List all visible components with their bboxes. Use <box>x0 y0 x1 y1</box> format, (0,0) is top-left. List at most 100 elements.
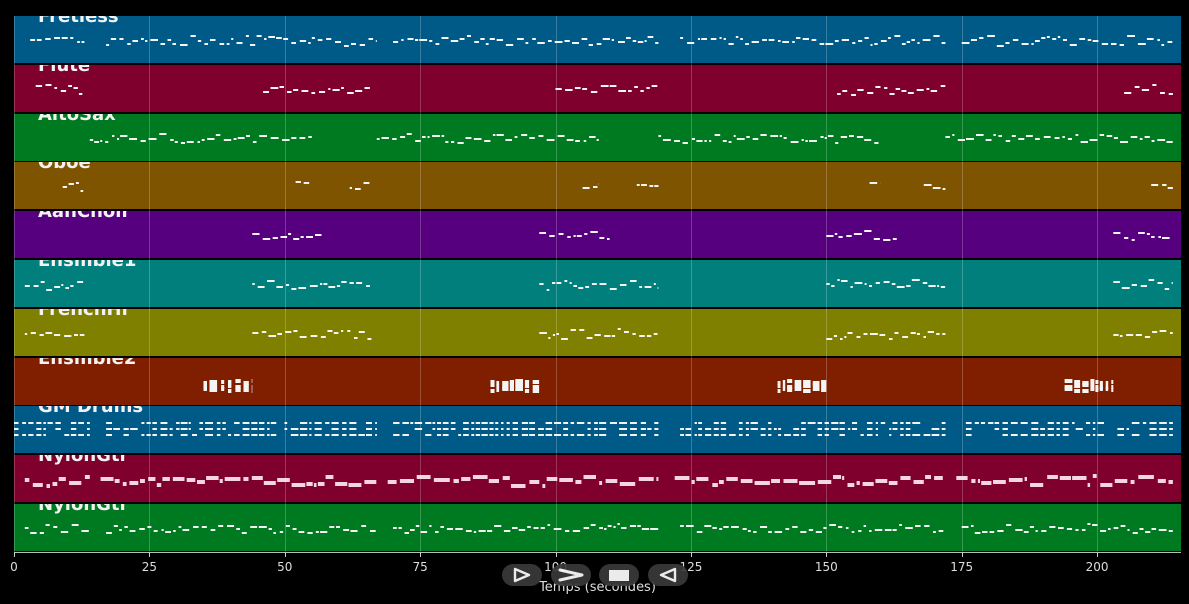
note-mark <box>250 44 256 46</box>
note-marks <box>14 422 1173 437</box>
note-mark <box>139 528 145 530</box>
note-mark <box>1080 140 1088 143</box>
note-mark <box>165 531 171 533</box>
note-mark <box>1152 83 1157 86</box>
note-mark <box>581 38 588 40</box>
note-mark <box>463 434 469 437</box>
note-mark <box>750 428 758 431</box>
track-lane-nylongtr-2: NylonGtr <box>14 504 1181 551</box>
play-button[interactable] <box>502 564 542 586</box>
note-mark <box>1137 43 1146 45</box>
note-mark <box>572 530 581 532</box>
note-mark <box>1056 434 1060 437</box>
note-mark <box>14 422 19 425</box>
track-lane-frenchhr: FrenchHr <box>14 308 1181 356</box>
note-mark <box>892 428 898 431</box>
note-mark <box>62 186 67 189</box>
note-mark <box>870 44 873 46</box>
note-mark <box>325 475 334 480</box>
note-mark <box>451 140 455 143</box>
note-mark <box>309 285 318 287</box>
note-mark <box>731 526 739 528</box>
note-mark <box>874 43 878 45</box>
note-mark <box>803 388 811 393</box>
note-mark <box>740 38 743 40</box>
note-mark <box>517 38 524 40</box>
note-mark <box>884 86 888 89</box>
note-mark <box>905 428 911 431</box>
note-mark <box>853 233 862 236</box>
note-mark <box>965 422 972 425</box>
note-mark <box>809 139 817 142</box>
note-mark <box>728 140 732 143</box>
note-mark <box>630 434 637 437</box>
note-mark <box>24 285 30 287</box>
note-mark <box>190 35 196 37</box>
note-mark <box>1149 428 1157 431</box>
note-mark <box>609 84 617 87</box>
note-mark <box>838 526 843 528</box>
note-mark <box>435 531 439 533</box>
note-mark <box>54 286 61 288</box>
note-mark <box>1021 43 1029 45</box>
note-mark <box>815 531 822 533</box>
note-mark <box>110 38 117 40</box>
fast-forward-button[interactable] <box>551 564 591 586</box>
note-mark <box>989 531 995 533</box>
note-mark <box>1113 333 1119 336</box>
note-mark <box>320 283 323 285</box>
note-mark <box>141 38 144 40</box>
note-mark <box>1131 239 1135 242</box>
note-mark <box>303 182 310 185</box>
note-mark <box>599 434 607 437</box>
note-mark <box>561 337 568 340</box>
note-mark <box>933 531 936 533</box>
note-mark <box>1159 434 1167 437</box>
note-mark <box>554 434 562 437</box>
note-mark <box>1043 135 1051 138</box>
note-mark <box>1029 526 1034 528</box>
note-mark <box>782 379 786 384</box>
note-mark <box>831 428 839 431</box>
note-mark <box>922 39 931 41</box>
note-mark <box>591 283 597 285</box>
note-mark <box>113 428 120 431</box>
rewind-button[interactable] <box>648 564 688 586</box>
note-mark <box>852 422 858 425</box>
note-mark <box>834 233 838 236</box>
note-mark <box>760 133 767 136</box>
note-mark <box>356 282 363 284</box>
note-mark <box>170 138 174 141</box>
note-mark <box>745 428 749 431</box>
note-mark <box>216 422 221 425</box>
note-mark <box>245 35 249 37</box>
note-mark <box>1145 531 1151 533</box>
note-marks <box>62 181 1173 193</box>
note-mark <box>913 480 924 485</box>
note-mark <box>803 379 811 384</box>
note-mark <box>1075 428 1083 431</box>
stop-button[interactable] <box>599 564 639 586</box>
note-mark <box>800 531 807 533</box>
note-mark <box>753 531 757 533</box>
note-mark <box>621 527 627 529</box>
note-mark <box>613 526 616 528</box>
note-mark <box>77 41 80 43</box>
note-mark <box>680 525 684 527</box>
note-mark <box>1075 133 1079 136</box>
note-mark <box>1131 284 1137 286</box>
note-mark <box>120 134 128 137</box>
note-mark <box>1066 528 1073 530</box>
note-mark <box>926 87 930 90</box>
note-mark <box>432 422 436 425</box>
note-mark <box>976 133 984 136</box>
note-mark <box>787 378 793 383</box>
note-mark <box>694 434 697 437</box>
note-mark <box>768 428 772 431</box>
note-mark <box>524 383 530 388</box>
note-mark <box>698 422 702 425</box>
note-mark <box>894 331 899 334</box>
note-mark <box>36 428 42 431</box>
note-mark <box>1072 422 1075 425</box>
note-mark <box>1059 476 1071 481</box>
